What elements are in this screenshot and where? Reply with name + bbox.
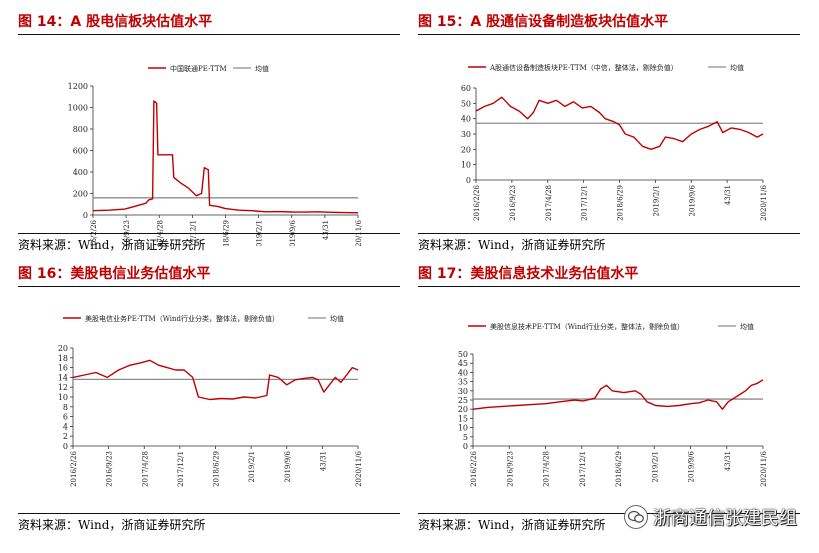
x-tick-label: 2020/11/6: [355, 219, 363, 246]
x-tick-label: 2018/6/29: [213, 451, 221, 487]
figure-title: 图 14：A 股电信板块估值水平: [18, 10, 400, 35]
x-tick-label: 2017/4/28: [543, 451, 551, 487]
pe-ttm-series-line: [72, 359, 359, 401]
x-tick-label: 43/31: [319, 451, 327, 471]
x-tick-label: 2016/2/26: [90, 219, 98, 246]
y-tick-label: 10: [461, 161, 471, 170]
x-tick-label: 43/31: [322, 220, 330, 240]
wechat-icon: [624, 505, 648, 529]
y-tick-label: 10: [458, 424, 468, 433]
x-tick-label: 2016/9/23: [509, 185, 517, 221]
x-tick-label: 2019/9/6: [688, 450, 696, 482]
y-tick-label: 1000: [68, 104, 88, 113]
pe-line-chart: 0 10 20 30 40 50 60 2016/2/26 2016/9/23 2017/4/28…: [461, 63, 768, 221]
x-tick-label: 43/31: [724, 451, 732, 471]
figure-17-panel: 图 17：美股信息技术业务估值水平 0 5 10 15 20 25 30 35 40 45 50 20…: [418, 262, 800, 532]
y-tick-label: 40: [461, 115, 471, 124]
y-tick-label: 10: [58, 393, 68, 402]
x-tick-label: 2019/2/1: [248, 451, 256, 482]
source-note: 资料来源：Wind，浙商证券研究所: [418, 233, 800, 254]
y-tick-label: 0: [463, 442, 468, 451]
x-tick-label: 2019/9/6: [284, 450, 292, 482]
source-note: 资料来源：Wind，浙商证券研究所: [18, 233, 400, 254]
legend-label: 美股信息技术PE-TTM（Wind行业分类，整体法，剔除负值）: [490, 322, 684, 331]
figure-14-panel: 图 14：A 股电信板块估值水平 0 200 400 600 800 1000 1200 20…: [18, 10, 400, 272]
x-tick-label: 2016/9/23: [506, 451, 514, 487]
x-tick-label: 2016/9/23: [106, 451, 114, 487]
y-tick-label: 18: [58, 354, 68, 363]
y-tick-label: 6: [63, 413, 68, 422]
y-tick-label: 60: [461, 84, 471, 93]
pe-ttm-series-line: [475, 96, 764, 151]
source-note: 资料来源：Wind，浙商证券研究所: [418, 513, 800, 534]
y-tick-label: 30: [458, 387, 468, 396]
x-tick-label: 2020/11/6: [760, 450, 768, 486]
x-tick-label: 2016/2/26: [470, 450, 478, 486]
y-tick-label: 25: [458, 396, 468, 405]
y-tick-label: 8: [63, 403, 68, 412]
legend-label: 均值: [255, 64, 269, 73]
y-tick-label: 45: [458, 359, 468, 368]
y-tick-label: 0: [466, 176, 471, 185]
y-tick-label: 5: [463, 433, 468, 442]
legend-label: A股通信设备制造板块PE-TTM（中信，整体法，剔除负值）: [489, 63, 678, 72]
y-tick-label: 16: [58, 364, 68, 373]
y-tick-label: 20: [461, 145, 471, 154]
x-tick-label: 2018/6/29: [617, 185, 625, 221]
y-tick-label: 50: [461, 99, 471, 108]
x-tick-label: 2019/2/1: [652, 185, 660, 216]
x-tick-label: 2019/9/6: [688, 184, 696, 216]
x-tick-label: 2017/4/28: [141, 451, 149, 487]
y-tick-label: 50: [458, 350, 468, 359]
y-tick-label: 0: [83, 211, 88, 220]
x-tick-label: 2019/2/1: [651, 451, 659, 482]
legend-label: 均值: [730, 63, 744, 72]
y-tick-label: 0: [63, 442, 68, 451]
legend-label: 中国联通PE-TTM: [170, 64, 227, 73]
pe-ttm-series-line: [472, 379, 764, 410]
pe-ttm-series-line: [92, 100, 359, 214]
y-tick-label: 12: [58, 383, 68, 392]
y-tick-label: 1200: [68, 82, 88, 91]
watermark-text: 浙商通信张建民组: [653, 508, 797, 529]
x-tick-label: 2019/9/6: [289, 219, 297, 246]
y-tick-label: 600: [73, 147, 88, 156]
figure-title: 图 16：美股电信业务估值水平: [18, 262, 400, 287]
x-tick-label: 2017/12/1: [177, 451, 185, 487]
figure-16-panel: 图 16：美股电信业务估值水平 0 2 4 6 8 10 12 14 16 18 20 2016/2/…: [18, 262, 400, 532]
x-tick-label: 2016/2/26: [70, 450, 78, 486]
y-tick-label: 30: [461, 130, 471, 139]
x-tick-label: 2017/4/28: [545, 185, 553, 221]
y-tick-label: 15: [458, 414, 468, 423]
figure-title: 图 15：A 股通信设备制造板块估值水平: [418, 10, 800, 35]
y-tick-label: 20: [458, 405, 468, 414]
x-tick-label: 43/31: [724, 185, 732, 205]
y-tick-label: 4: [63, 422, 68, 431]
legend-label: 美股电信业务PE-TTM（Wind行业分类，整体法，剔除负值）: [85, 314, 279, 323]
y-tick-label: 2: [63, 432, 68, 441]
x-tick-label: 2017/12/1: [581, 185, 589, 221]
y-tick-label: 14: [58, 373, 68, 382]
y-tick-label: 40: [458, 368, 468, 377]
figure-title: 图 17：美股信息技术业务估值水平: [418, 262, 800, 287]
x-tick-label: 2016/2/26: [473, 184, 481, 220]
y-tick-label: 400: [73, 168, 88, 177]
y-tick-label: 20: [58, 344, 68, 353]
legend-label: 均值: [740, 322, 754, 331]
wechat-watermark: 浙商通信张建民组: [624, 503, 797, 531]
y-tick-label: 800: [73, 125, 88, 134]
figure-15-panel: 图 15：A 股通信设备制造板块估值水平 0 10 20 30 40 50 60 2016/2…: [418, 10, 800, 272]
x-tick-label: 2020/11/6: [760, 184, 768, 220]
x-tick-label: 2018/6/29: [615, 451, 623, 487]
y-tick-label: 35: [458, 378, 468, 387]
x-tick-label: 2020/11/6: [355, 450, 363, 486]
legend-label: 均值: [330, 314, 344, 323]
y-tick-label: 200: [73, 190, 88, 199]
source-note: 资料来源：Wind，浙商证券研究所: [18, 513, 400, 534]
x-tick-label: 2017/12/1: [579, 451, 587, 487]
